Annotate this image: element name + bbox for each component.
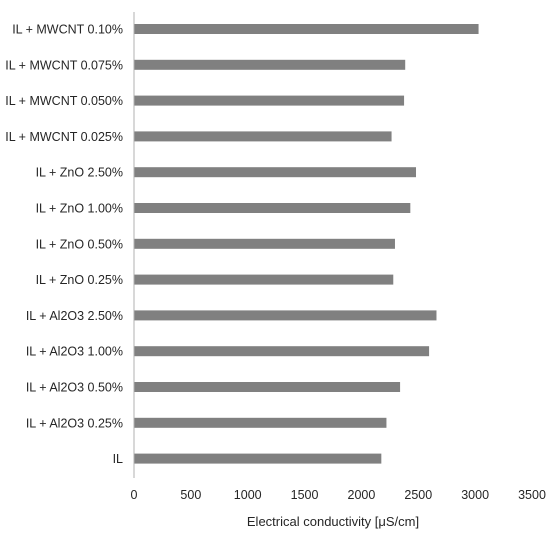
bar-9 — [134, 346, 430, 357]
x-tick-label-1: 500 — [180, 488, 201, 502]
bar-2 — [134, 95, 405, 106]
bar-6 — [134, 238, 395, 249]
category-labels: IL + MWCNT 0.10% IL + MWCNT 0.075% IL + MW… — [5, 23, 123, 467]
bar-4 — [134, 167, 417, 178]
category-label-0: IL + MWCNT 0.10% — [12, 23, 123, 37]
category-label-4: IL + ZnO 2.50% — [36, 166, 123, 180]
category-label-10: IL + Al2O3 0.50% — [26, 381, 123, 395]
category-label-2: IL + MWCNT 0.050% — [5, 94, 123, 108]
x-tick-label-0: 0 — [131, 488, 138, 502]
x-tick-labels: 0 500 1000 1500 2000 2500 3000 3500 — [131, 488, 546, 502]
x-tick-label-5: 2500 — [404, 488, 432, 502]
bar-3 — [134, 131, 392, 142]
category-label-11: IL + Al2O3 0.25% — [26, 416, 123, 430]
category-label-7: IL + ZnO 0.25% — [36, 273, 123, 287]
x-tick-label-2: 1000 — [234, 488, 262, 502]
bars-group — [134, 24, 479, 464]
bar-1 — [134, 59, 406, 70]
bar-7 — [134, 274, 394, 285]
bar-8 — [134, 310, 437, 321]
bar-11 — [134, 417, 387, 428]
bar-0 — [134, 24, 479, 34]
category-label-12: IL — [113, 452, 123, 466]
category-label-6: IL + ZnO 0.50% — [36, 237, 123, 251]
category-label-1: IL + MWCNT 0.075% — [5, 58, 123, 72]
x-tick-label-4: 2000 — [348, 488, 376, 502]
category-label-5: IL + ZnO 1.00% — [36, 202, 123, 216]
category-label-3: IL + MWCNT 0.025% — [5, 130, 123, 144]
x-axis-title: Electrical conductivity [μS/cm] — [247, 514, 419, 529]
x-tick-label-6: 3000 — [461, 488, 489, 502]
x-tick-label-7: 3500 — [518, 488, 546, 502]
bar-12 — [134, 453, 382, 464]
bar-10 — [134, 382, 401, 392]
bar-5 — [134, 203, 411, 213]
x-tick-label-3: 1500 — [291, 488, 319, 502]
category-label-9: IL + Al2O3 1.00% — [26, 345, 123, 359]
category-label-8: IL + Al2O3 2.50% — [26, 309, 123, 323]
